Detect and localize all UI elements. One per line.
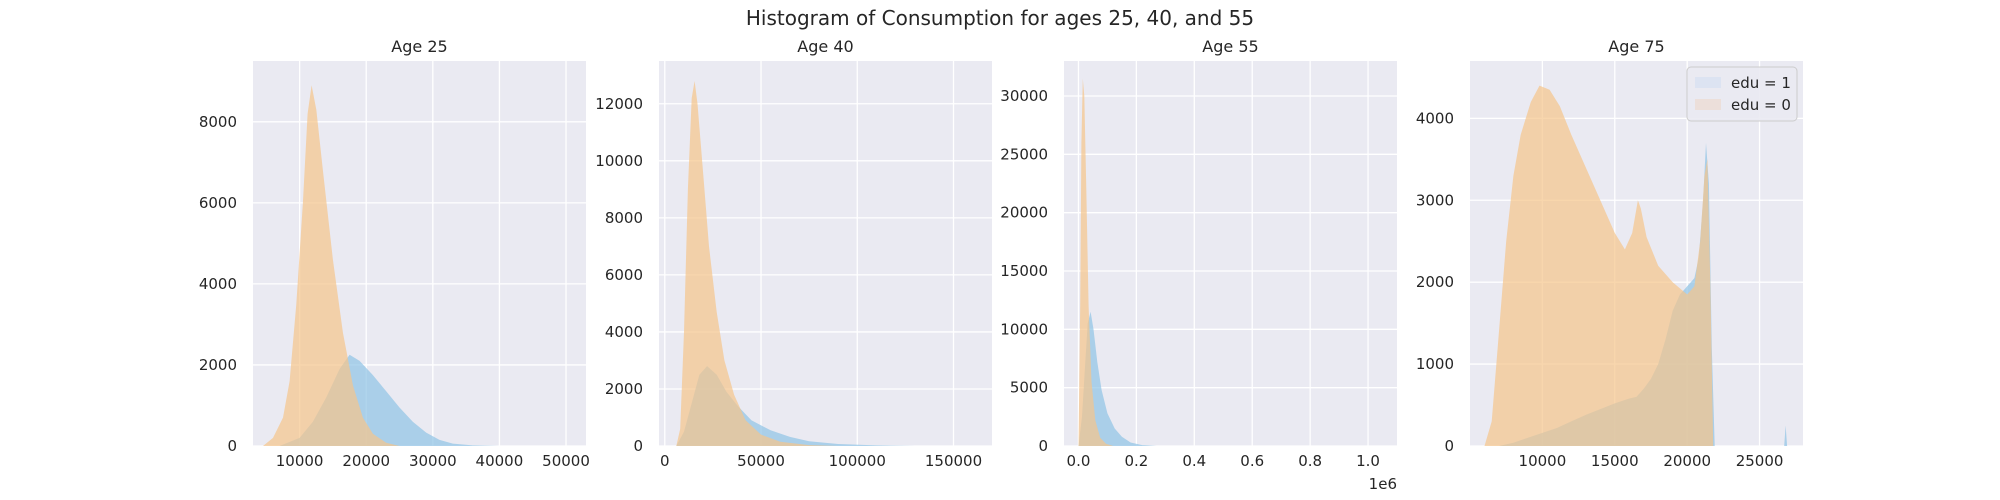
y-tick-label: 2000	[1416, 273, 1454, 291]
y-tick-label: 30000	[1000, 87, 1048, 105]
y-tick-label: 1000	[1416, 355, 1454, 373]
y-tick-label: 5000	[1010, 379, 1048, 397]
histogram-edu-0	[263, 85, 400, 447]
x-tick-label: 40000	[476, 452, 524, 470]
legend-swatch	[1695, 77, 1721, 88]
histogram-edu-0	[1078, 78, 1114, 446]
y-tick-label: 10000	[1000, 320, 1048, 338]
x-tick-label: 50000	[542, 452, 590, 470]
histogram-edu-0	[676, 81, 838, 446]
legend-swatch	[1695, 99, 1721, 110]
histogram-edu-0	[1484, 85, 1714, 446]
panel-2: 0 50000 100000 150000 0 2000 4000 6000 8000 10000…	[595, 37, 992, 470]
x-tick-label: 1.0	[1356, 452, 1380, 470]
x-tick-label: 50000	[737, 452, 785, 470]
x-tick-label: 0.6	[1240, 452, 1264, 470]
x-tick-label: 25000	[1736, 452, 1784, 470]
y-tick-label: 6000	[605, 266, 643, 284]
plot-background	[1064, 61, 1397, 446]
y-tick-label: 3000	[1416, 191, 1454, 209]
x-tick-label: 10000	[276, 452, 324, 470]
legend-label: edu = 0	[1731, 96, 1791, 114]
y-tick-label: 15000	[1000, 262, 1048, 280]
x-tick-label: 20000	[342, 452, 390, 470]
x-tick-label: 10000	[1519, 452, 1567, 470]
legend-label: edu = 1	[1731, 74, 1791, 92]
x-tick-label: 0.8	[1298, 452, 1322, 470]
y-tick-label: 0	[227, 437, 237, 455]
y-tick-label: 2000	[605, 380, 643, 398]
y-tick-label: 4000	[199, 275, 237, 293]
histogram-edu-1	[1078, 311, 1157, 446]
x-tick-label: 30000	[409, 452, 457, 470]
x-tick-label: 0.2	[1124, 452, 1148, 470]
panel-title: Age 55	[1202, 37, 1258, 56]
y-tick-label: 6000	[199, 194, 237, 212]
y-tick-label: 12000	[595, 95, 643, 113]
panel-title: Age 75	[1608, 37, 1664, 56]
y-tick-label: 2000	[199, 356, 237, 374]
x-tick-label: 100000	[829, 452, 886, 470]
y-tick-label: 25000	[1000, 145, 1048, 163]
x-tick-label: 150000	[925, 452, 982, 470]
y-tick-label: 0	[1038, 437, 1048, 455]
panel-title: Age 40	[797, 37, 853, 56]
y-tick-label: 10000	[595, 152, 643, 170]
y-tick-label: 20000	[1000, 204, 1048, 222]
y-tick-label: 8000	[199, 113, 237, 131]
y-tick-label: 4000	[605, 323, 643, 341]
panel-1: 10000 20000 30000 40000 50000 0 2000 4000 6000 80…	[199, 37, 590, 470]
x-tick-label: 20000	[1663, 452, 1711, 470]
x-tick-label: 0	[660, 452, 670, 470]
y-tick-label: 8000	[605, 209, 643, 227]
panel-title: Age 25	[391, 37, 447, 56]
panel-4: 10000 15000 20000 25000 0 1000 2000 3000 4000 Age…	[1416, 37, 1803, 470]
y-tick-label: 0	[633, 437, 643, 455]
x-tick-label: 15000	[1591, 452, 1639, 470]
x-tick-label: 0.4	[1182, 452, 1206, 470]
y-tick-label: 4000	[1416, 109, 1454, 127]
figure-title: Histogram of Consumption for ages 25, 40…	[746, 6, 1254, 30]
panel-3: 0.0 0.2 0.4 0.6 0.8 1.0 0 5000 10000 15000 20000 25…	[1000, 37, 1397, 493]
y-tick-label: 0	[1444, 437, 1454, 455]
legend: edu = 1 edu = 0	[1686, 66, 1798, 122]
x-offset-label: 1e6	[1369, 475, 1397, 493]
x-tick-label: 0.0	[1067, 452, 1091, 470]
